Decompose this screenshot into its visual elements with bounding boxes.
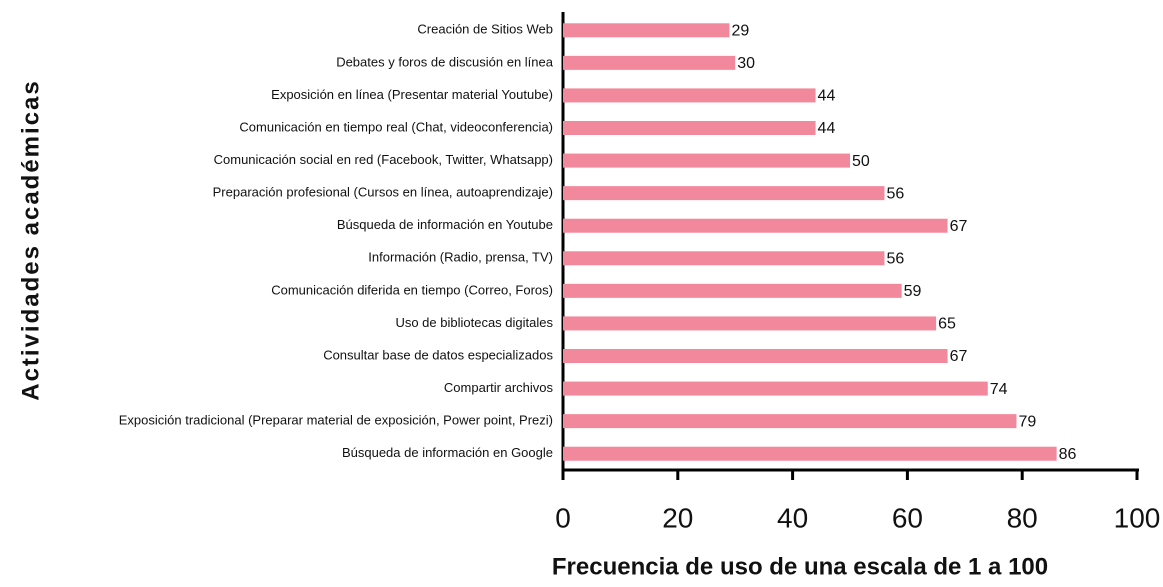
y-tick-label: Compartir archivos [444, 380, 554, 395]
value-label: 86 [1059, 446, 1077, 463]
value-label: 29 [731, 23, 749, 40]
y-tick-label: Búsqueda de información en Youtube [337, 217, 553, 232]
value-label: 67 [950, 218, 968, 235]
bar [563, 283, 902, 298]
value-label: 59 [904, 283, 922, 300]
value-label: 44 [818, 88, 836, 105]
y-tick-label: Exposición tradicional (Preparar materia… [119, 413, 553, 428]
x-tick-label: 40 [777, 502, 808, 533]
y-tick-label: Información (Radio, prensa, TV) [368, 250, 553, 265]
value-label: 56 [886, 185, 904, 202]
y-tick-label: Creación de Sitios Web [417, 22, 553, 37]
bar [563, 153, 850, 168]
value-label: 74 [990, 381, 1008, 398]
y-tick-label: Búsqueda de información en Google [342, 445, 553, 460]
bar [563, 414, 1017, 429]
value-label: 50 [852, 153, 870, 170]
y-tick-label: Comunicación diferida en tiempo (Correo,… [271, 282, 553, 297]
bar [563, 349, 948, 363]
bar [563, 186, 885, 201]
x-tick-label: 80 [1007, 502, 1038, 533]
y-tick-label: Debates y foros de discusión en línea [336, 54, 554, 69]
value-label: 65 [938, 316, 956, 333]
y-tick-label: Comunicación social en red (Facebook, Tw… [214, 152, 553, 167]
bar [563, 218, 948, 233]
bar [563, 55, 736, 70]
bar [563, 316, 937, 331]
bar [563, 121, 816, 135]
bar [563, 446, 1057, 461]
value-label: 79 [1018, 413, 1036, 430]
x-tick-label: 100 [1114, 502, 1161, 533]
value-label: 56 [886, 251, 904, 268]
y-tick-label: Preparación profesional (Cursos en línea… [213, 185, 553, 200]
x-tick-label: 0 [555, 502, 571, 533]
x-tick-label: 60 [892, 502, 923, 533]
bar [563, 88, 816, 103]
y-tick-label: Consultar base de datos especializados [323, 347, 553, 362]
value-label: 67 [950, 348, 968, 365]
y-tick-label: Comunicación en tiempo real (Chat, video… [239, 119, 553, 134]
x-tick-label: 20 [662, 502, 693, 533]
bar [563, 23, 730, 38]
value-label: 30 [737, 55, 755, 72]
x-axis-label: Frecuencia de uso de una escala de 1 a 1… [552, 553, 1048, 580]
value-label: 44 [818, 120, 836, 137]
y-tick-label: Uso de bibliotecas digitales [395, 315, 553, 330]
bar [563, 381, 988, 396]
y-axis-label: Actividades académicas [17, 79, 44, 401]
bar [563, 251, 885, 266]
y-tick-label: Exposición en línea (Presentar material … [271, 87, 553, 102]
